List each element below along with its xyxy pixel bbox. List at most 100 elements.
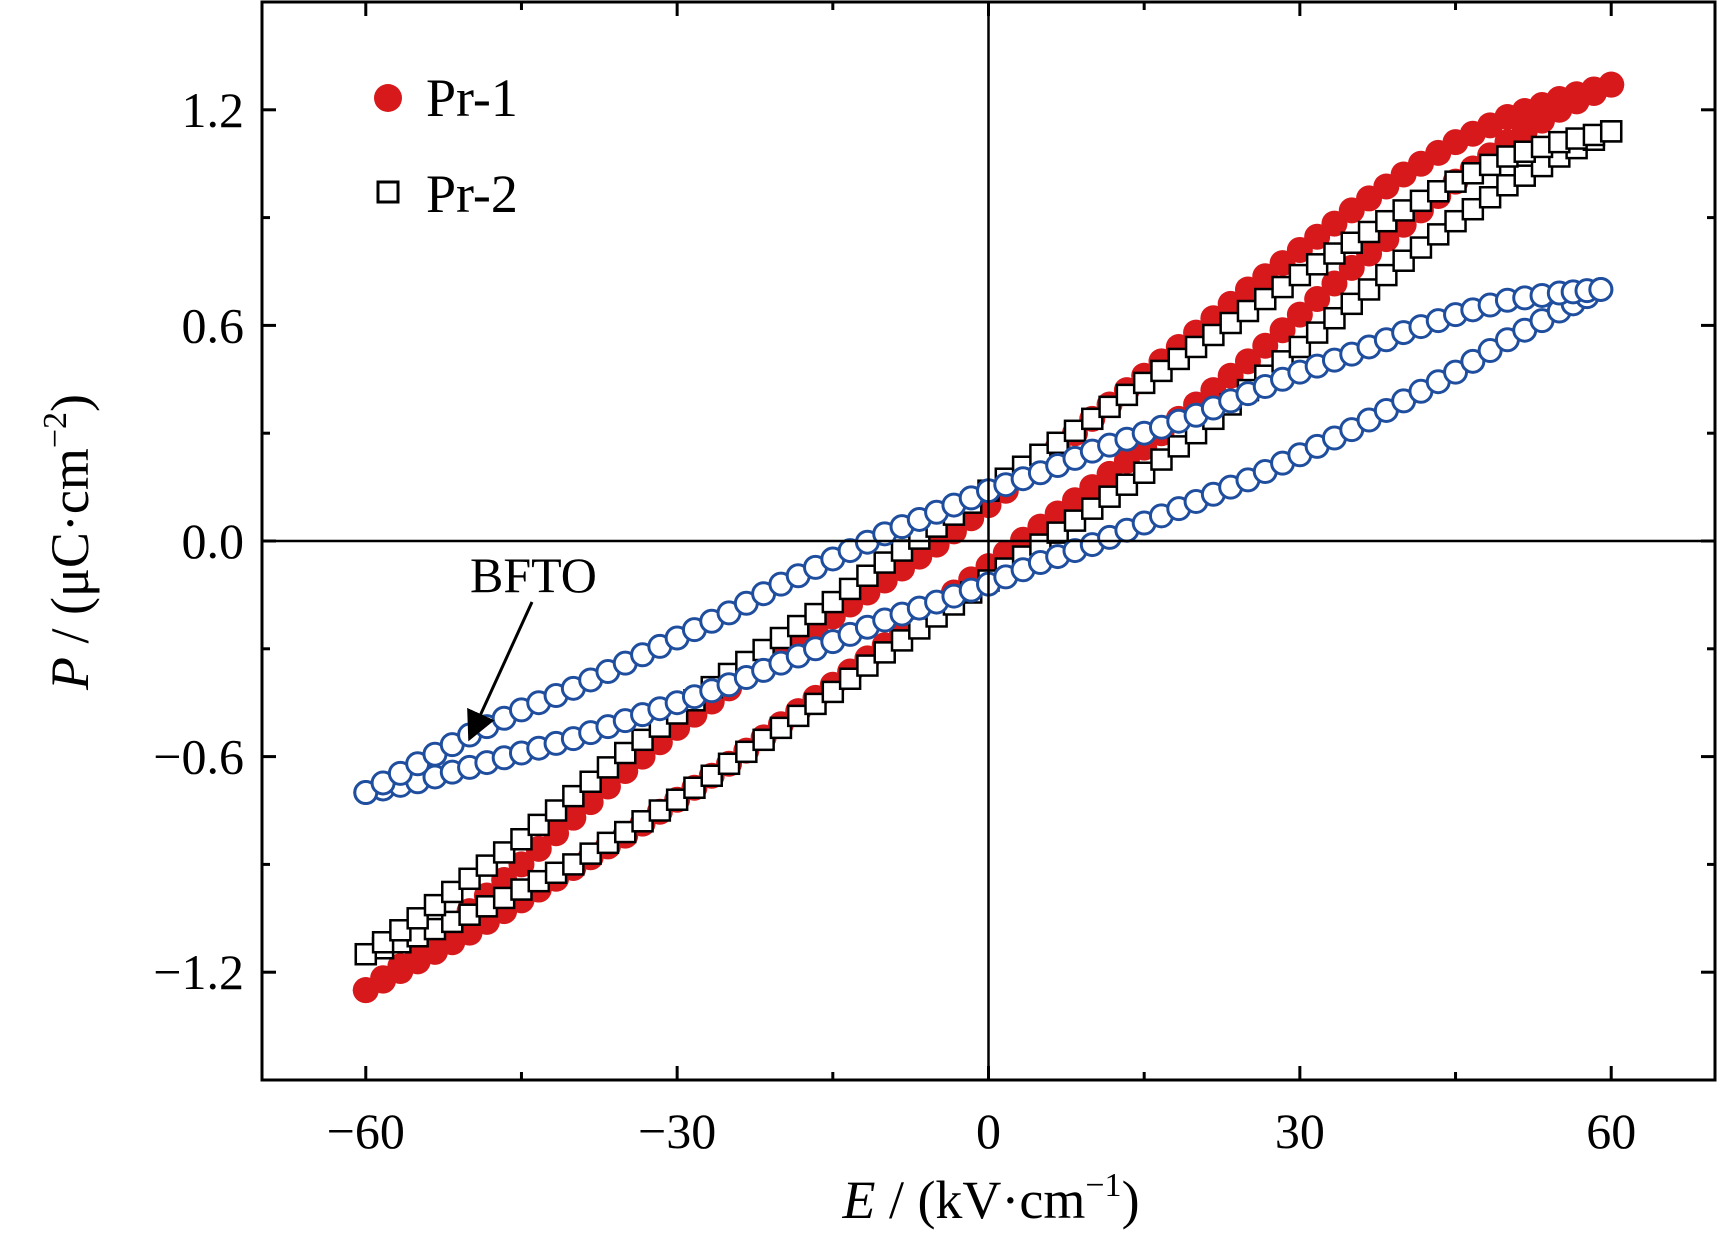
point-pr-2-1-5 bbox=[441, 880, 464, 904]
y-tick-label: 0.6 bbox=[182, 297, 245, 353]
point-pr-2-1-46 bbox=[1150, 359, 1173, 383]
y-tick-label: 1.2 bbox=[182, 82, 245, 138]
point-pr-2-0-18 bbox=[665, 788, 689, 811]
point-pr-2-1-44 bbox=[1115, 383, 1139, 407]
point-pr-2-1-50 bbox=[1219, 311, 1242, 335]
x-tick-label: 60 bbox=[1586, 1103, 1636, 1159]
point-pr-2-0-47 bbox=[1167, 435, 1191, 458]
point-pr-2-1-48 bbox=[1184, 335, 1208, 359]
series-bfto bbox=[353, 276, 1614, 806]
point-pr-2-0-31 bbox=[890, 629, 914, 652]
point-pr-2-0-40 bbox=[1046, 521, 1069, 544]
point-pr-2-1-52 bbox=[1254, 287, 1277, 311]
point-pr-2-1-15 bbox=[614, 741, 637, 765]
point-pr-2-1-1 bbox=[371, 931, 395, 954]
point-pr-2-0-27 bbox=[821, 680, 845, 704]
bfto-annotation: BFTO bbox=[467, 547, 597, 742]
point-pr-2-0-22 bbox=[735, 740, 758, 764]
point-pr-2-0-60 bbox=[1392, 249, 1415, 272]
point-pr-2-0-41 bbox=[1063, 509, 1087, 532]
point-pr-2-1-49 bbox=[1202, 323, 1225, 347]
point-pr-2-1-9 bbox=[510, 827, 533, 851]
legend: Pr-1 Pr-2 bbox=[374, 68, 518, 224]
point-pr-2-0-24 bbox=[769, 716, 793, 740]
point-pr-2-0-44 bbox=[1115, 473, 1139, 496]
point-pr-2-1-25 bbox=[786, 614, 810, 638]
point-pr-2-1-47 bbox=[1167, 347, 1191, 371]
x-tick-label: 30 bbox=[1275, 1103, 1325, 1159]
point-pr-2-0-61 bbox=[1409, 236, 1433, 259]
point-pr-2-1-13 bbox=[579, 770, 602, 794]
point-pr-2-1-16 bbox=[631, 728, 654, 752]
point-pr-2-0-59 bbox=[1375, 263, 1398, 287]
point-pr-1-1-72 bbox=[1598, 71, 1625, 98]
point-pr-2-1-24 bbox=[769, 626, 793, 650]
x-axis-label: E / (kV·cm−1) bbox=[841, 1167, 1139, 1230]
point-pr-2-0-43 bbox=[1098, 485, 1121, 508]
point-bfto-1-72 bbox=[1588, 276, 1614, 302]
point-pr-2-0-29 bbox=[856, 654, 879, 677]
point-pr-2-1-11 bbox=[544, 799, 568, 822]
point-pr-2-1-43 bbox=[1098, 395, 1121, 419]
point-pr-2-1-8 bbox=[492, 841, 516, 864]
point-pr-2-0-28 bbox=[838, 667, 862, 690]
point-pr-2-1-72 bbox=[1599, 120, 1623, 143]
point-pr-2-1-26 bbox=[804, 602, 827, 626]
point-pr-2-1-14 bbox=[596, 756, 620, 779]
x-tick-label: −30 bbox=[638, 1103, 716, 1159]
point-pr-2-0-63 bbox=[1444, 209, 1467, 233]
point-pr-1-0-55 bbox=[1304, 286, 1331, 313]
point-pr-2-1-30 bbox=[873, 551, 896, 574]
series-pr-2 bbox=[354, 120, 1623, 966]
point-pr-2-1-0 bbox=[354, 942, 378, 966]
legend-marker-pr-2 bbox=[376, 180, 400, 204]
point-pr-2-0-45 bbox=[1132, 461, 1156, 484]
point-pr-2-1-45 bbox=[1132, 371, 1156, 395]
bfto-annotation-arrow bbox=[467, 601, 534, 742]
point-pr-2-0-55 bbox=[1305, 321, 1329, 344]
point-pr-2-1-29 bbox=[856, 564, 879, 587]
point-pr-2-1-53 bbox=[1271, 275, 1294, 299]
point-pr-2-0-65 bbox=[1478, 185, 1502, 209]
point-pr-2-1-10 bbox=[527, 813, 551, 837]
point-pr-2-0-20 bbox=[700, 764, 723, 788]
y-axis-label: P / (μC·cm−2) bbox=[37, 394, 100, 691]
point-pr-2-1-51 bbox=[1236, 299, 1260, 323]
point-pr-2-0-54 bbox=[1288, 335, 1312, 359]
point-pr-2-0-64 bbox=[1461, 197, 1485, 221]
point-pr-2-1-6 bbox=[458, 867, 481, 891]
point-pr-2-0-19 bbox=[683, 776, 706, 799]
point-pr-2-0-26 bbox=[804, 692, 827, 716]
data-layer bbox=[352, 71, 1625, 1004]
point-pr-2-0-25 bbox=[786, 704, 810, 728]
point-pr-1-0-54 bbox=[1286, 301, 1313, 328]
point-pr-2-0-30 bbox=[873, 641, 896, 664]
point-pr-2-1-4 bbox=[423, 893, 447, 917]
point-pr-2-0-57 bbox=[1340, 292, 1363, 316]
point-pr-2-1-27 bbox=[821, 590, 845, 614]
point-pr-2-0-58 bbox=[1357, 278, 1381, 301]
point-pr-2-0-46 bbox=[1150, 448, 1173, 471]
bfto-annotation-label: BFTO bbox=[470, 547, 597, 603]
x-tick-label: −60 bbox=[327, 1103, 405, 1159]
point-pr-2-0-42 bbox=[1081, 497, 1104, 520]
point-pr-2-1-12 bbox=[562, 784, 585, 808]
point-pr-2-1-7 bbox=[475, 854, 499, 877]
point-pr-2-1-40 bbox=[1046, 431, 1069, 455]
legend-label-pr-2: Pr-2 bbox=[426, 164, 518, 224]
point-pr-2-0-62 bbox=[1426, 223, 1450, 246]
point-pr-2-1-42 bbox=[1081, 407, 1104, 431]
y-tick-label: −0.6 bbox=[153, 729, 244, 785]
point-pr-1-0-56 bbox=[1321, 270, 1348, 297]
point-pr-2-0-21 bbox=[717, 752, 741, 776]
y-tick-label: −1.2 bbox=[153, 944, 244, 1000]
axes-layer: −60 −30 0 30 60 1.2 0.6 0.0 −0.6 −1.2 bbox=[153, 0, 1717, 1159]
point-pr-2-0-56 bbox=[1323, 306, 1346, 330]
legend-label-pr-1: Pr-1 bbox=[426, 68, 518, 128]
point-pr-2-1-41 bbox=[1063, 419, 1087, 443]
y-tick-label: 0.0 bbox=[182, 513, 245, 569]
point-pr-2-0-23 bbox=[752, 728, 775, 752]
x-tick-label: 0 bbox=[976, 1103, 1001, 1159]
point-pr-2-1-3 bbox=[406, 907, 429, 930]
